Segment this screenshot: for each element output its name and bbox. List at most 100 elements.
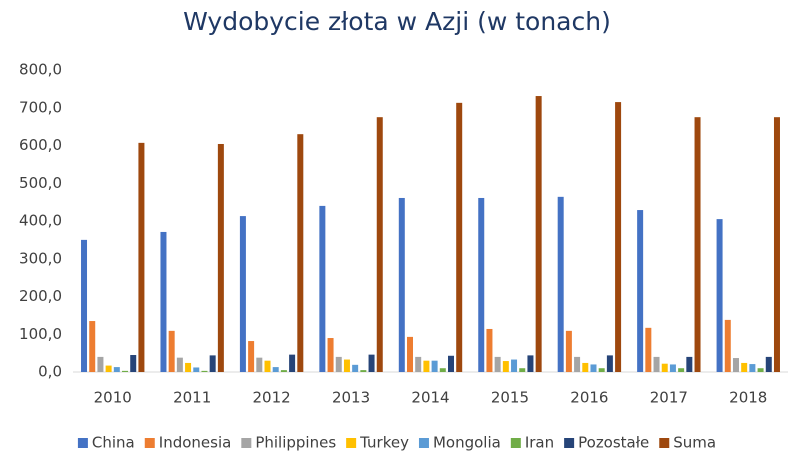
bar [398,197,405,372]
bar [168,330,175,372]
bar [637,210,644,372]
bar [289,354,296,372]
bar [113,367,120,372]
bar [669,364,676,372]
bar [327,338,334,372]
legend-label: Iran [525,434,554,452]
bar [185,362,192,372]
bar [448,355,454,372]
bar [130,355,137,372]
legend-swatch [659,438,670,448]
legend-label: Pozostałe [578,434,649,452]
y-tick-label: 400,0 [19,212,62,230]
bar [724,319,731,372]
bar [486,328,493,372]
legend-swatch [77,438,88,448]
legend-swatch [346,438,357,448]
y-tick-label: 500,0 [19,174,62,192]
bar [590,364,597,372]
y-tick-label: 200,0 [19,287,62,305]
bar [653,356,660,372]
bar [343,359,350,372]
x-tick-label: 2016 [570,389,608,407]
x-tick-label: 2015 [491,389,529,407]
bar [678,368,685,372]
bar [176,357,183,372]
bar [368,354,375,372]
legend-label: Indonesia [159,434,232,452]
bar [519,368,526,372]
legend-label: Philippines [255,434,336,452]
bar [582,362,589,372]
y-tick-label: 0,0 [38,363,62,381]
bar [502,361,509,372]
bar [598,368,605,372]
bar [615,102,622,373]
bar [360,370,367,372]
bar [201,370,208,372]
legend-label: Mongolia [433,434,501,452]
chart-title: Wydobycie złota w Azji (w tonach) [183,7,611,36]
bar [160,231,167,372]
x-tick-label: 2010 [94,389,132,407]
bar [732,358,739,372]
bar [606,355,613,372]
bar [248,341,255,372]
bar [376,117,383,372]
x-tick-label: 2013 [332,389,370,407]
bar [217,143,224,372]
bar [439,368,446,372]
y-tick-label: 600,0 [19,136,62,154]
bar [494,356,501,372]
bar [193,367,200,372]
legend-label: Suma [673,434,716,452]
bar [661,363,668,372]
bar [122,370,129,372]
bar [239,216,246,372]
legend-label: China [92,434,135,452]
bar [431,360,438,372]
bar [138,142,145,372]
bar [256,357,263,372]
bar [89,321,96,372]
legend-swatch [510,438,521,448]
bar [423,360,430,372]
y-tick-label: 300,0 [19,249,62,267]
bar [264,360,271,372]
bar [407,336,413,372]
bar [456,102,463,372]
bar [749,364,756,372]
y-tick-label: 700,0 [19,98,62,116]
y-tick-label: 800,0 [19,61,62,79]
x-tick-label: 2018 [729,389,767,407]
bar [574,356,581,372]
bar [209,355,216,372]
bar [478,197,485,372]
y-tick-label: 100,0 [19,325,62,343]
bar [694,117,701,372]
bar [272,367,279,372]
bar [415,356,422,372]
bar [105,365,112,372]
bar [686,356,693,372]
legend-swatch [564,438,575,448]
bar [319,205,326,372]
bar [757,368,764,372]
bar [565,330,572,372]
bar [297,134,304,372]
bar [527,355,534,372]
bar [773,117,780,372]
x-tick-label: 2017 [650,389,688,407]
legend-label: Turkey [359,434,409,452]
bar [511,359,518,372]
bar [335,356,342,372]
legend-swatch [144,438,155,448]
bar [81,239,88,372]
legend-swatch [418,438,429,448]
bar [535,96,542,373]
bar [645,327,652,372]
legend: China Indonesia Philippines Turkey Mongolia I… [77,434,716,452]
bar [741,362,748,372]
bar [716,219,723,372]
